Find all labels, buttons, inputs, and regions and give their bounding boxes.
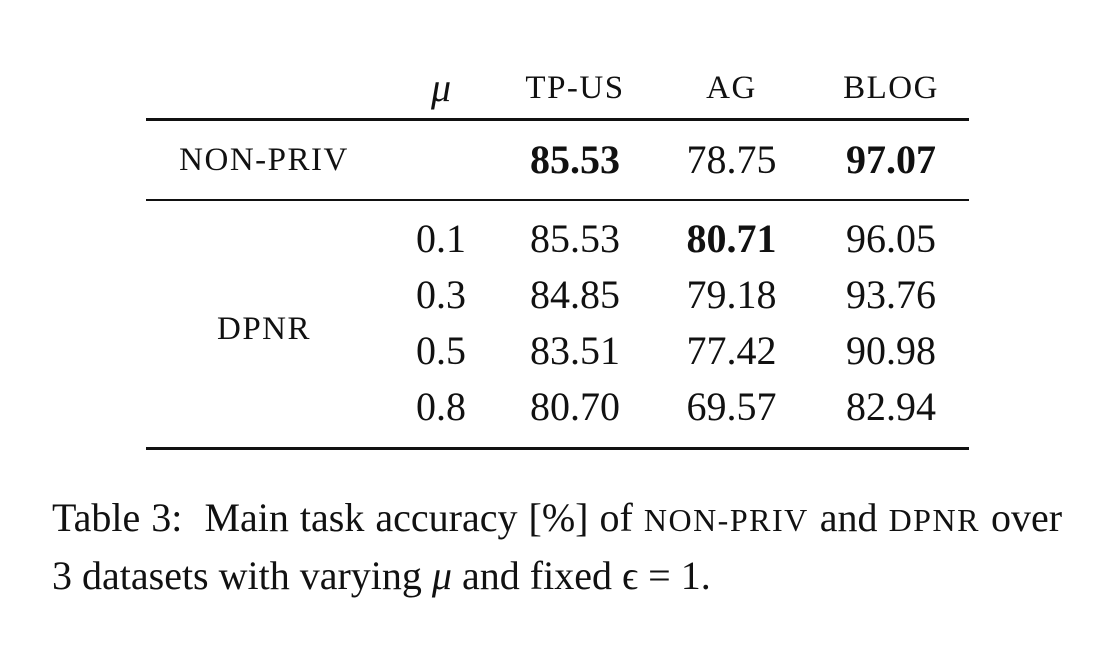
cell-tp-us-dpnr-1: 84.85 [530,272,620,317]
cell-tp-us-non-priv: 85.53 [530,137,620,182]
table-caption: Table 3: Main task accuracy [%] of NON-P… [52,490,1062,604]
table-row-dpnr-2: 0.5 83.51 77.42 90.98 [146,323,969,379]
cell-tp-us-dpnr-2: 83.51 [530,328,620,373]
method-label-non-priv: NON-PRIV [179,142,349,178]
caption-text-1: Main task accuracy [%] of [204,495,633,540]
cell-mu-dpnr-2: 0.5 [416,328,466,373]
results-table-container: μ TP-US AG BLOG NON-PRIV 85.53 78.75 97.… [146,60,969,450]
caption-method-dpnr: DPNR [888,502,980,538]
cell-mu-dpnr-0: 0.1 [416,216,466,261]
cell-blog-dpnr-1: 93.76 [846,272,936,317]
results-table: μ TP-US AG BLOG NON-PRIV 85.53 78.75 97.… [146,60,969,450]
dpnr-section: DPNR 0.1 85.53 80.71 96.05 0.3 84.85 79.… [146,200,969,449]
caption-label: Table 3: [52,495,183,540]
cell-ag-dpnr-0: 80.71 [686,216,777,261]
caption-text-4: and fixed [462,553,612,598]
cell-mu-non-priv [382,120,500,201]
cell-ag-dpnr-3: 69.57 [686,384,777,429]
cell-blog-dpnr-3: 82.94 [846,384,936,429]
table-row-non-priv: NON-PRIV 85.53 78.75 97.07 [146,120,969,201]
cell-ag-dpnr-1: 79.18 [686,272,777,317]
caption-epsilon-expr: ϵ = 1. [621,553,711,598]
caption-method-non-priv: NON-PRIV [643,502,809,538]
cell-mu-dpnr-3: 0.8 [416,384,466,429]
table-row-dpnr-3: 0.8 80.70 69.57 82.94 [146,379,969,449]
header-mu: μ [430,65,452,110]
cell-mu-dpnr-1: 0.3 [416,272,466,317]
caption-mu-symbol: μ [431,553,452,598]
caption-text-3: over 3 datasets with varying [52,495,1063,598]
header-blog: BLOG [843,70,939,106]
cell-blog-dpnr-2: 90.98 [846,328,936,373]
header-method [146,60,382,120]
cell-tp-us-dpnr-3: 80.70 [530,384,620,429]
non-priv-section: NON-PRIV 85.53 78.75 97.07 [146,120,969,201]
cell-blog-non-priv: 97.07 [846,137,936,182]
cell-ag-dpnr-2: 77.42 [686,328,777,373]
table-row-dpnr-0: DPNR 0.1 85.53 80.71 96.05 [146,200,969,347]
cell-ag-non-priv: 78.75 [686,137,777,182]
cell-tp-us-dpnr-0: 85.53 [530,216,620,261]
method-label-dpnr: DPNR [216,311,312,347]
caption-text-2: and [819,495,878,540]
table-header: μ TP-US AG BLOG [146,60,969,120]
header-tp-us: TP-US [525,70,625,106]
header-ag: AG [706,70,757,106]
cell-blog-dpnr-0: 96.05 [846,216,936,261]
table-row-dpnr-1: 0.3 84.85 79.18 93.76 [146,267,969,323]
header-row: μ TP-US AG BLOG [146,60,969,120]
